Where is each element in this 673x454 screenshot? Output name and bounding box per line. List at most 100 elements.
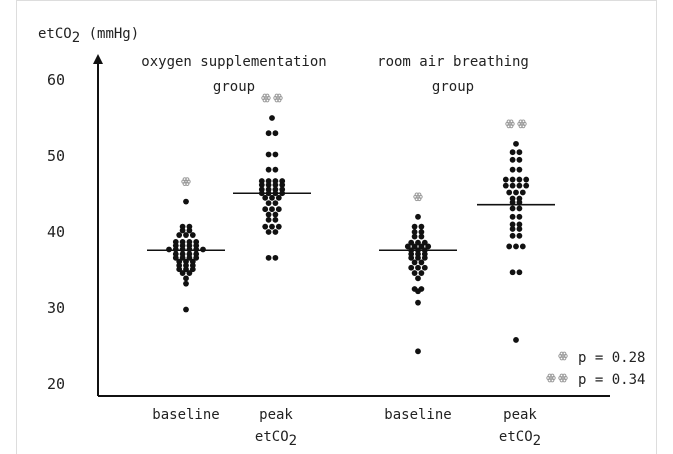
data-point: [272, 166, 279, 173]
data-point: [415, 275, 421, 282]
data-point: [269, 223, 275, 230]
data-point: [513, 243, 519, 250]
data-point: [189, 232, 196, 238]
data-point: [411, 223, 418, 230]
data-point: [516, 149, 523, 156]
data-point: [506, 243, 513, 250]
data-point: [516, 205, 523, 212]
data-point: [183, 232, 189, 238]
category-label: peak: [503, 407, 537, 423]
data-point: [411, 270, 418, 276]
data-point: [415, 239, 421, 246]
data-point: [275, 206, 282, 213]
data-point: [265, 254, 272, 261]
data-point: [513, 337, 519, 343]
axes: 20 30 40 50 60 etCO2 (mmHg): [38, 26, 610, 397]
data-point: [262, 206, 269, 213]
data-point: [513, 140, 519, 147]
data-point: [415, 288, 421, 295]
significance-marker: [273, 93, 283, 103]
category-label: peak: [259, 407, 293, 423]
y-tick-label: 30: [47, 299, 65, 317]
data-point: [516, 176, 523, 183]
data-point: [265, 216, 272, 223]
data-point: [502, 182, 509, 189]
data-point: [258, 181, 265, 188]
group-label: group: [213, 79, 255, 95]
legend-label: p = 0.34: [578, 372, 645, 388]
median-lines: [147, 192, 555, 252]
data-point: [279, 181, 286, 188]
data-point: [509, 205, 516, 212]
data-point: [408, 254, 415, 261]
data-point: [415, 299, 421, 306]
data-point: [408, 264, 415, 271]
data-point: [509, 221, 516, 228]
data-point: [509, 213, 516, 220]
data-point: [418, 223, 425, 230]
data-point: [516, 213, 523, 220]
data-point: [523, 176, 530, 183]
data-point: [509, 226, 516, 232]
data-point: [415, 213, 421, 220]
group-label: oxygen supplementation: [141, 54, 326, 70]
data-point: [265, 181, 272, 188]
data-point: [272, 151, 279, 158]
data-point: [516, 156, 523, 163]
data-point: [516, 232, 523, 239]
category-label: etCO2: [499, 429, 541, 449]
data-point: [516, 226, 523, 232]
data-point: [516, 221, 523, 228]
data-point: [421, 239, 428, 246]
data-point: [183, 280, 189, 287]
data-point: [193, 254, 200, 261]
data-point: [516, 182, 523, 189]
data-point: [265, 130, 272, 137]
y-axis-title: etCO2 (mmHg): [38, 26, 139, 46]
data-point: [509, 149, 516, 156]
data-point: [272, 211, 279, 218]
data-point: [272, 254, 279, 261]
data-point: [411, 229, 418, 235]
labels: oxygen supplementation group room air brea…: [141, 54, 541, 449]
data-point: [425, 243, 432, 250]
data-point: [179, 227, 186, 234]
data-point: [262, 223, 269, 230]
data-point: [513, 189, 519, 196]
data-point: [275, 194, 282, 201]
data-point: [272, 200, 279, 207]
data-point: [421, 264, 428, 271]
data-point: [265, 151, 272, 158]
y-axis-arrow: [93, 54, 103, 64]
data-point: [176, 266, 183, 273]
data-point: [411, 233, 418, 240]
data-point: [415, 254, 421, 261]
y-tick-label: 20: [47, 375, 65, 393]
data-point: [523, 182, 530, 189]
legend-symbol: [558, 373, 568, 383]
data-point: [275, 223, 282, 230]
data-point: [404, 243, 411, 250]
data-point: [186, 254, 193, 261]
data-point: [183, 306, 189, 313]
figure-frame: [16, 0, 657, 454]
data-point: [509, 166, 516, 173]
data-point: [262, 194, 269, 201]
y-tick-label: 50: [47, 147, 65, 165]
data-point: [418, 259, 425, 266]
data-point: [183, 266, 189, 273]
data-point: [418, 229, 425, 235]
data-point: [519, 243, 526, 250]
data-point: [415, 348, 421, 355]
data-point: [418, 243, 425, 250]
category-label: baseline: [152, 407, 219, 423]
data-points: [166, 115, 530, 355]
y-tick-label: 40: [47, 223, 65, 241]
data-point: [502, 176, 509, 183]
legend-symbol: [558, 351, 568, 361]
data-point: [509, 182, 516, 189]
data-point: [272, 181, 279, 188]
data-point: [519, 189, 526, 196]
data-point: [418, 270, 425, 276]
